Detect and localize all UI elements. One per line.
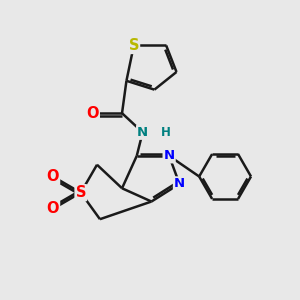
- Text: N: N: [164, 149, 175, 162]
- Text: S: S: [129, 38, 139, 53]
- Text: O: O: [46, 201, 59, 216]
- Text: N: N: [137, 126, 148, 139]
- Text: H: H: [161, 126, 171, 139]
- Text: O: O: [46, 169, 59, 184]
- Text: S: S: [76, 185, 86, 200]
- Text: N: N: [174, 177, 185, 190]
- Text: O: O: [86, 106, 99, 121]
